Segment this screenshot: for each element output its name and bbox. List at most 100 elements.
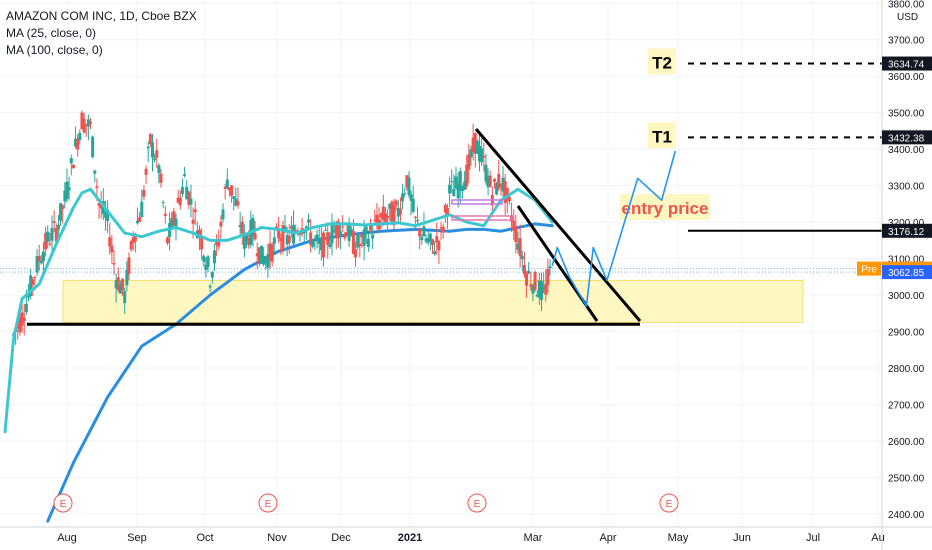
candle-body bbox=[221, 209, 225, 220]
candle-body bbox=[204, 264, 208, 270]
candle-body bbox=[110, 245, 114, 253]
candle-body bbox=[473, 132, 477, 154]
candle-body bbox=[144, 168, 148, 175]
candle-body bbox=[381, 206, 385, 220]
ma25-line bbox=[3, 187, 554, 434]
candle-body bbox=[80, 112, 84, 130]
candle-body bbox=[159, 173, 163, 183]
candle-body bbox=[360, 234, 364, 238]
candle-body bbox=[364, 226, 368, 234]
candle-body bbox=[69, 157, 73, 164]
candle-body bbox=[435, 236, 439, 243]
legend-ma25[interactable]: MA (25, close, 0) bbox=[6, 26, 97, 40]
candle-body bbox=[172, 211, 176, 226]
candle-body bbox=[486, 176, 490, 188]
candle-body bbox=[262, 255, 266, 265]
candle-body bbox=[531, 285, 535, 294]
candle-body bbox=[238, 224, 242, 228]
candle-body bbox=[170, 218, 174, 229]
candle-body bbox=[503, 181, 507, 204]
candle-body bbox=[193, 209, 197, 213]
candle-body bbox=[339, 231, 343, 237]
trendline-layer: T2 T1 entry price bbox=[0, 48, 882, 326]
candle-body bbox=[317, 239, 321, 244]
candle-body bbox=[281, 225, 285, 250]
candle-body bbox=[78, 132, 82, 141]
candle-body bbox=[287, 236, 291, 243]
candle-body bbox=[488, 175, 492, 187]
candle-body bbox=[266, 254, 270, 268]
candle-body bbox=[514, 226, 518, 243]
candle-body bbox=[386, 215, 390, 219]
grid-lines bbox=[0, 0, 882, 527]
y-tick-label: 3300.00 bbox=[888, 182, 925, 193]
candle-body bbox=[448, 184, 452, 194]
y-tick-label: 3700.00 bbox=[888, 36, 925, 47]
candle-body bbox=[103, 212, 107, 218]
y-tick-label: 2600.00 bbox=[888, 437, 925, 448]
candle-body bbox=[478, 145, 482, 162]
candle-body bbox=[512, 220, 516, 231]
candle-body bbox=[548, 266, 552, 269]
candle-body bbox=[535, 294, 539, 297]
candle-body bbox=[544, 283, 548, 295]
candle-body bbox=[401, 193, 405, 202]
candle-body bbox=[106, 209, 110, 221]
y-tick-label: 3400.00 bbox=[888, 145, 925, 156]
target-label: T1 bbox=[652, 127, 672, 146]
candle-body bbox=[277, 228, 281, 239]
candle-body bbox=[54, 227, 58, 242]
candle-body bbox=[242, 232, 246, 249]
candle-body bbox=[392, 205, 396, 226]
candle-body bbox=[292, 224, 296, 244]
candle-body bbox=[18, 317, 22, 333]
candle-body bbox=[450, 181, 454, 183]
candle-body bbox=[375, 214, 379, 224]
candle-body bbox=[114, 280, 118, 289]
projection-layer bbox=[551, 150, 677, 307]
candle-body bbox=[161, 202, 165, 204]
candle-body bbox=[108, 237, 112, 247]
candle-body bbox=[133, 233, 137, 242]
legend-symbol[interactable]: AMAZON COM INC, 1D, Cboe BZX bbox=[6, 9, 197, 23]
candle-body bbox=[334, 222, 338, 238]
candle-body bbox=[411, 198, 415, 212]
candle-body bbox=[65, 181, 69, 199]
y-tick-label: 2900.00 bbox=[888, 328, 925, 339]
candle-body bbox=[480, 148, 484, 163]
candle-body bbox=[121, 278, 125, 291]
candle-body bbox=[74, 138, 78, 147]
candle-body bbox=[356, 235, 360, 248]
candle-body bbox=[396, 208, 400, 217]
candle-body bbox=[460, 187, 464, 192]
candle-body bbox=[67, 187, 71, 191]
y-tick-label: 2400.00 bbox=[888, 510, 925, 521]
earnings-marker bbox=[659, 493, 679, 513]
candle-body bbox=[302, 230, 306, 234]
x-tick-label: Au bbox=[871, 532, 884, 544]
candle-body bbox=[202, 255, 206, 262]
candle-body bbox=[416, 220, 420, 222]
y-tick-label: 3800.00 bbox=[888, 0, 925, 10]
candle-body bbox=[97, 203, 101, 206]
candle-body bbox=[283, 226, 287, 231]
candle-body bbox=[125, 270, 129, 286]
candle-body bbox=[22, 317, 26, 322]
candle-body bbox=[484, 164, 488, 182]
x-tick-label: Dec bbox=[331, 532, 351, 544]
candle-body bbox=[495, 183, 499, 195]
candle-body bbox=[89, 121, 92, 124]
x-tick-label: Mar bbox=[524, 532, 543, 544]
y-tick-label: 2800.00 bbox=[888, 364, 925, 375]
price-tag-value: 3634.74 bbox=[888, 60, 925, 71]
candle-body bbox=[467, 154, 471, 170]
candle-body bbox=[37, 255, 41, 262]
candle-body bbox=[398, 208, 402, 215]
candle-body bbox=[321, 232, 325, 258]
legend-ma100[interactable]: MA (100, close, 0) bbox=[6, 43, 103, 57]
pre-tag-bg bbox=[857, 261, 881, 276]
candle-body bbox=[319, 238, 323, 251]
candle-body bbox=[433, 251, 437, 255]
